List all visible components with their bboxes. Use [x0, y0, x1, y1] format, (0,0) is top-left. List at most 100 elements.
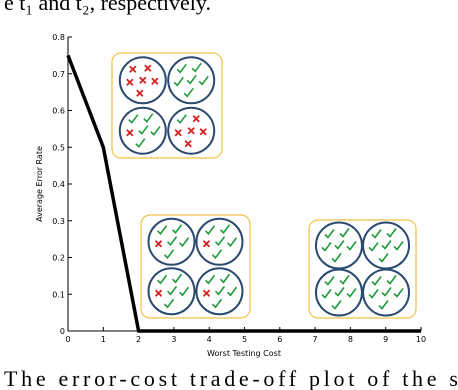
- data-line: [66, 54, 421, 333]
- check-icon: [178, 237, 190, 247]
- y-tick-label: 0: [60, 327, 65, 336]
- cross-icon: [154, 240, 163, 248]
- check-icon: [204, 274, 216, 285]
- check-icon: [150, 126, 161, 136]
- cross-icon: [136, 89, 144, 97]
- check-icon: [138, 125, 149, 135]
- check-icon: [214, 236, 226, 246]
- y-tick-label: 0.2: [52, 254, 65, 263]
- check-icon: [186, 74, 197, 85]
- inset-circle: [314, 221, 363, 270]
- inset-circle: [167, 56, 216, 105]
- check-icon: [178, 286, 190, 297]
- insets: [111, 52, 417, 319]
- y-axis-label: Average Error Rate: [35, 146, 44, 222]
- inset-circle: [195, 267, 244, 316]
- y-tick-label: 0.5: [52, 143, 65, 152]
- cross-icon: [139, 76, 147, 84]
- check-icon: [226, 286, 238, 297]
- y-tick-label: 0.4: [52, 180, 65, 189]
- inset-circle: [362, 221, 411, 270]
- y-tick-label: 0.8: [52, 33, 65, 42]
- y-tick-label: 0.3: [52, 217, 65, 226]
- check-icon: [219, 224, 231, 234]
- check-icon: [393, 288, 404, 298]
- check-icon: [191, 62, 202, 73]
- check-icon: [321, 289, 332, 299]
- cross-icon: [199, 128, 207, 136]
- check-icon: [128, 114, 139, 124]
- check-icon: [339, 275, 350, 285]
- inset-circle: [314, 268, 363, 317]
- check-icon: [156, 274, 168, 285]
- y-tick-label: 0.7: [52, 70, 65, 79]
- check-icon: [371, 276, 382, 286]
- check-icon: [321, 242, 332, 252]
- cross-icon: [174, 129, 182, 137]
- x-tick-label: 8: [348, 335, 353, 344]
- check-icon: [331, 300, 342, 310]
- x-tick-label: 4: [207, 335, 212, 344]
- x-tick-label: 3: [171, 335, 176, 344]
- x-tick-label: 0: [65, 335, 70, 344]
- x-axis-label: Worst Testing Cost: [207, 349, 281, 358]
- check-icon: [346, 288, 357, 298]
- x-tick-label: 9: [383, 335, 388, 344]
- x-tick-label: 1: [101, 335, 106, 344]
- y-tick-label: 0.6: [52, 107, 65, 116]
- check-icon: [324, 229, 335, 239]
- cross-icon: [151, 77, 159, 85]
- top-text: e t₁ and t₂, respectively.: [4, 0, 211, 15]
- cross-icon: [126, 129, 134, 137]
- check-icon: [346, 241, 357, 251]
- check-icon: [171, 273, 183, 284]
- check-icon: [393, 241, 404, 251]
- cross-icon: [187, 127, 195, 135]
- check-icon: [163, 249, 175, 259]
- bottom-text: The error-cost trade-off plot of the s: [4, 366, 458, 390]
- check-icon: [368, 289, 379, 299]
- inset-circle: [147, 267, 196, 316]
- x-tick-label: 7: [313, 335, 318, 344]
- x-tick-label: 2: [136, 335, 141, 344]
- x-tick-label: 5: [242, 335, 247, 344]
- check-icon: [156, 225, 168, 235]
- check-icon: [204, 225, 216, 235]
- cross-icon: [202, 289, 211, 297]
- check-icon: [378, 253, 389, 263]
- check-icon: [211, 298, 223, 309]
- x-tick-label: 10: [416, 335, 426, 344]
- cross-icon: [184, 140, 192, 148]
- check-icon: [339, 228, 350, 238]
- check-icon: [163, 298, 175, 309]
- check-icon: [334, 240, 345, 250]
- check-icon: [171, 224, 183, 234]
- cross-icon: [129, 65, 137, 73]
- inset-circle: [118, 106, 167, 155]
- check-icon: [331, 253, 342, 263]
- x-tick-label: 6: [277, 335, 282, 344]
- cross-icon: [144, 64, 152, 72]
- check-icon: [226, 237, 238, 247]
- check-icon: [324, 276, 335, 286]
- check-icon: [214, 285, 226, 296]
- check-icon: [381, 240, 392, 250]
- cross-icon: [202, 240, 211, 248]
- check-icon: [386, 275, 397, 285]
- check-icon: [176, 63, 187, 74]
- check-icon: [211, 249, 223, 259]
- check-icon: [334, 287, 345, 297]
- check-icon: [219, 273, 231, 284]
- check-icon: [368, 242, 379, 252]
- check-icon: [386, 228, 397, 238]
- inset-circle: [362, 268, 411, 317]
- check-icon: [381, 287, 392, 297]
- check-icon: [143, 113, 154, 123]
- check-icon: [166, 236, 178, 246]
- inset-circle: [147, 217, 196, 266]
- cross-icon: [154, 289, 163, 297]
- check-icon: [135, 138, 146, 148]
- check-icon: [198, 75, 209, 86]
- inset-circle: [195, 217, 244, 266]
